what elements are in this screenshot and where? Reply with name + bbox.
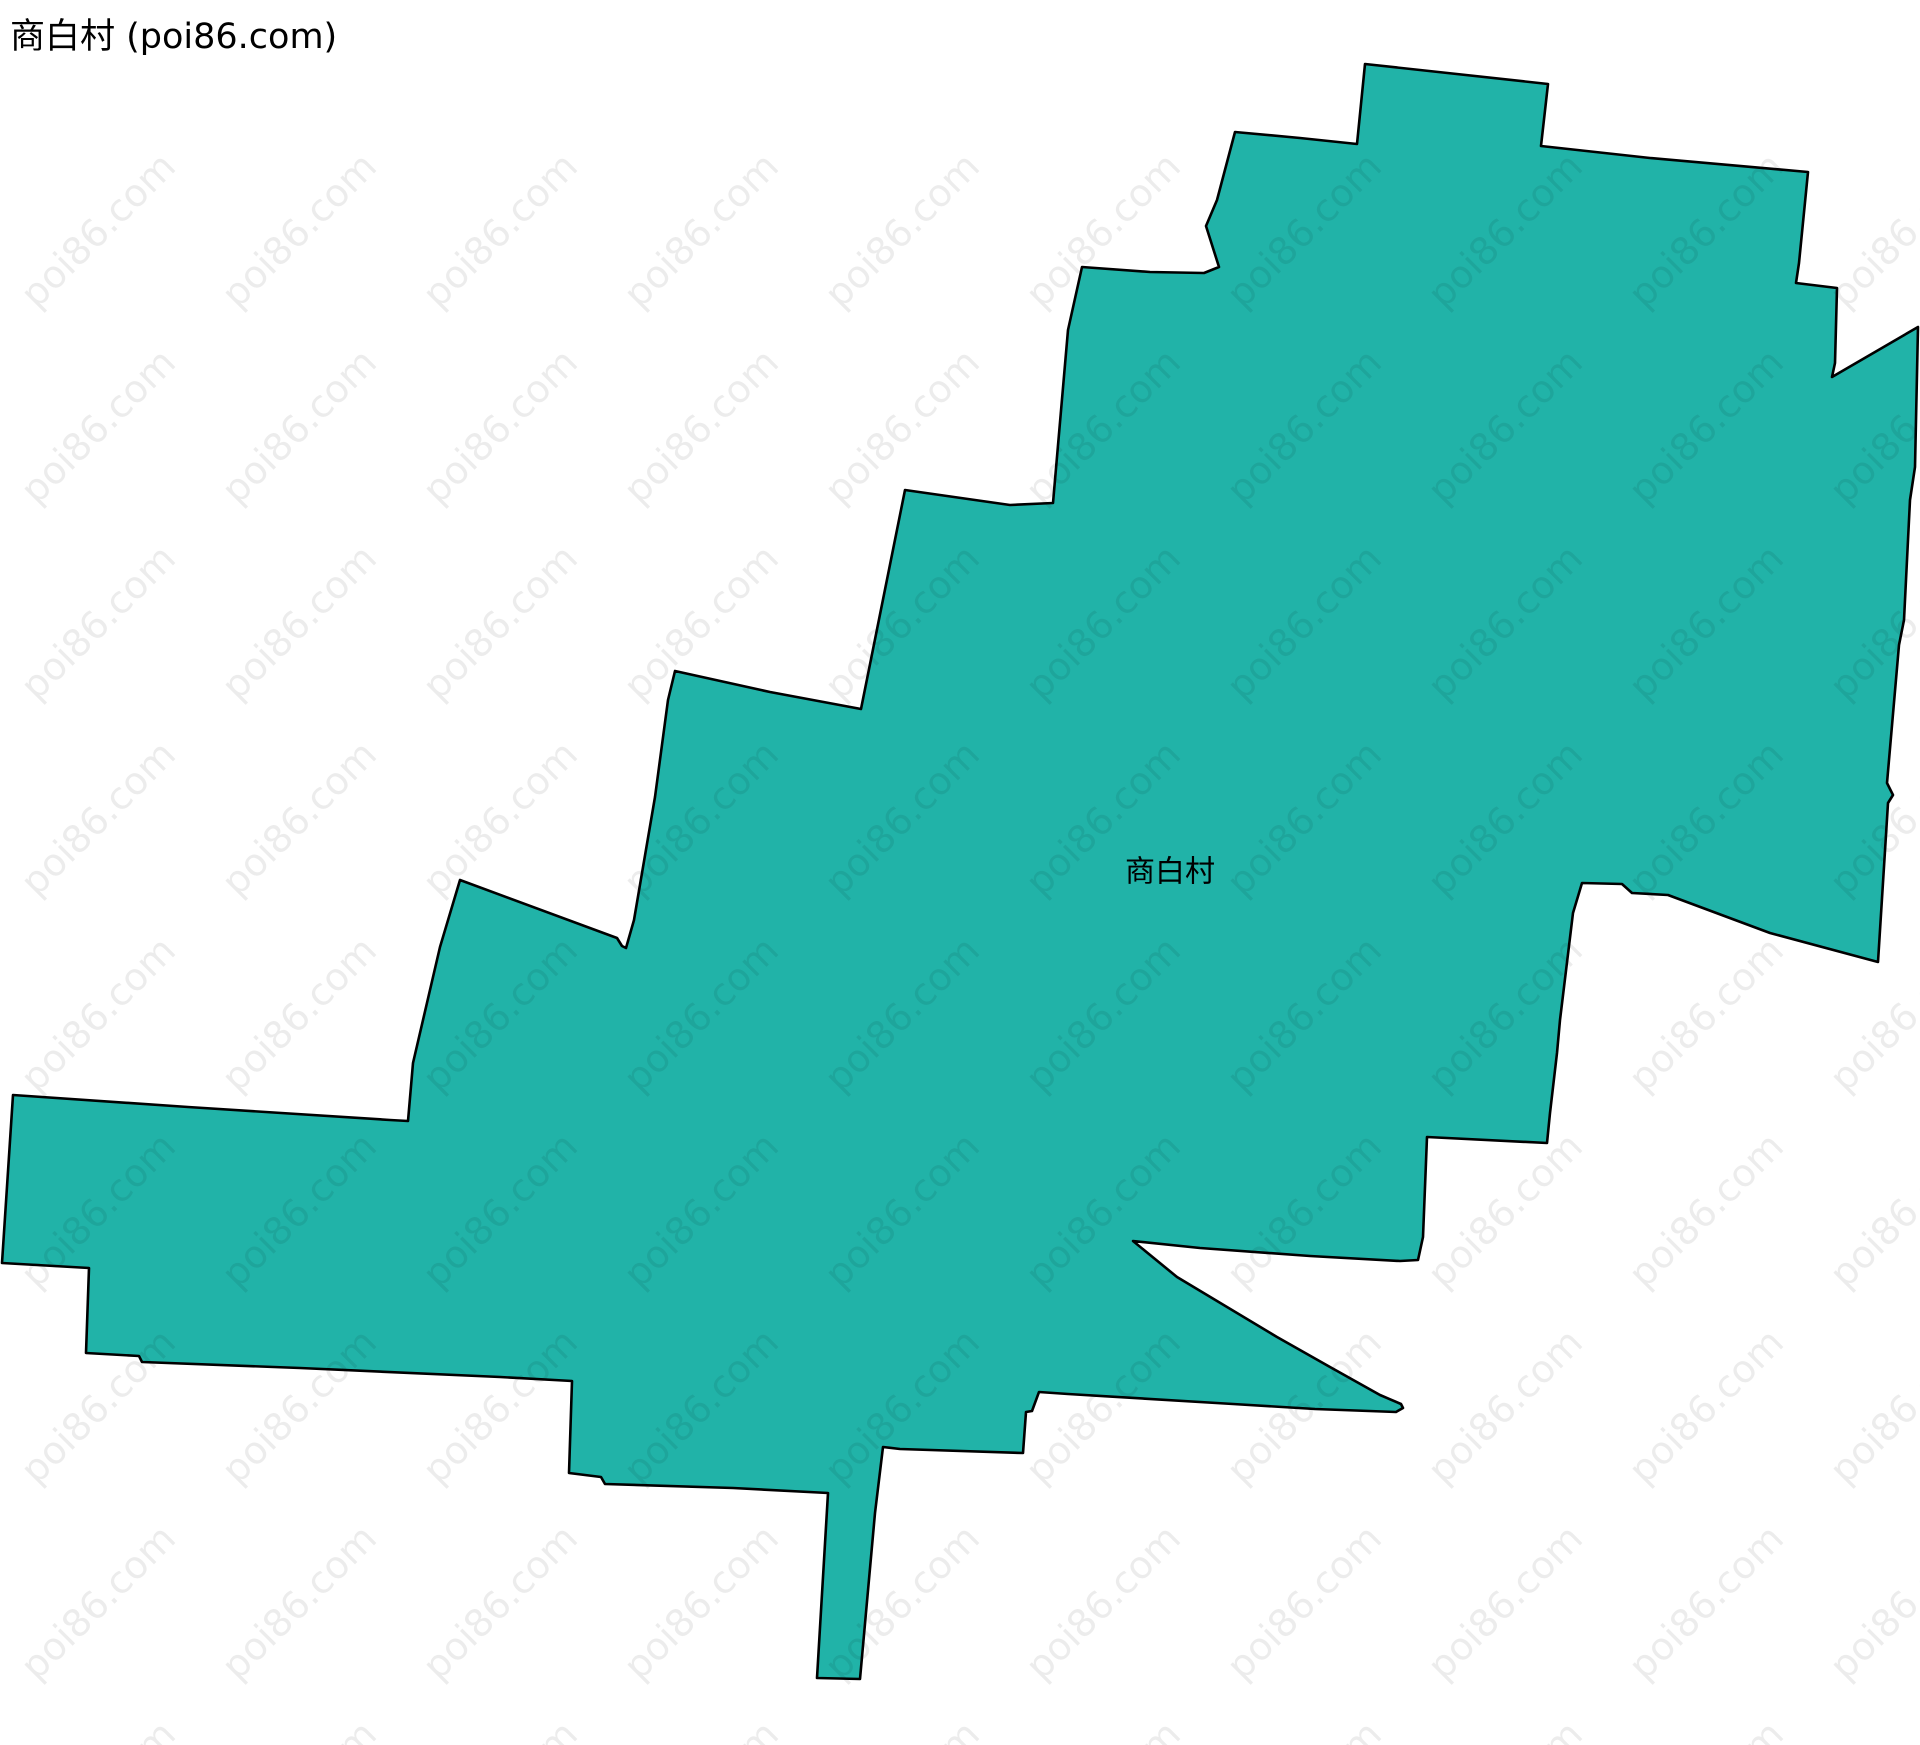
region-label: 商白村 xyxy=(1125,855,1215,890)
page-title: 商白村 (poi86.com) xyxy=(10,17,338,57)
region-polygon xyxy=(0,62,1920,1681)
